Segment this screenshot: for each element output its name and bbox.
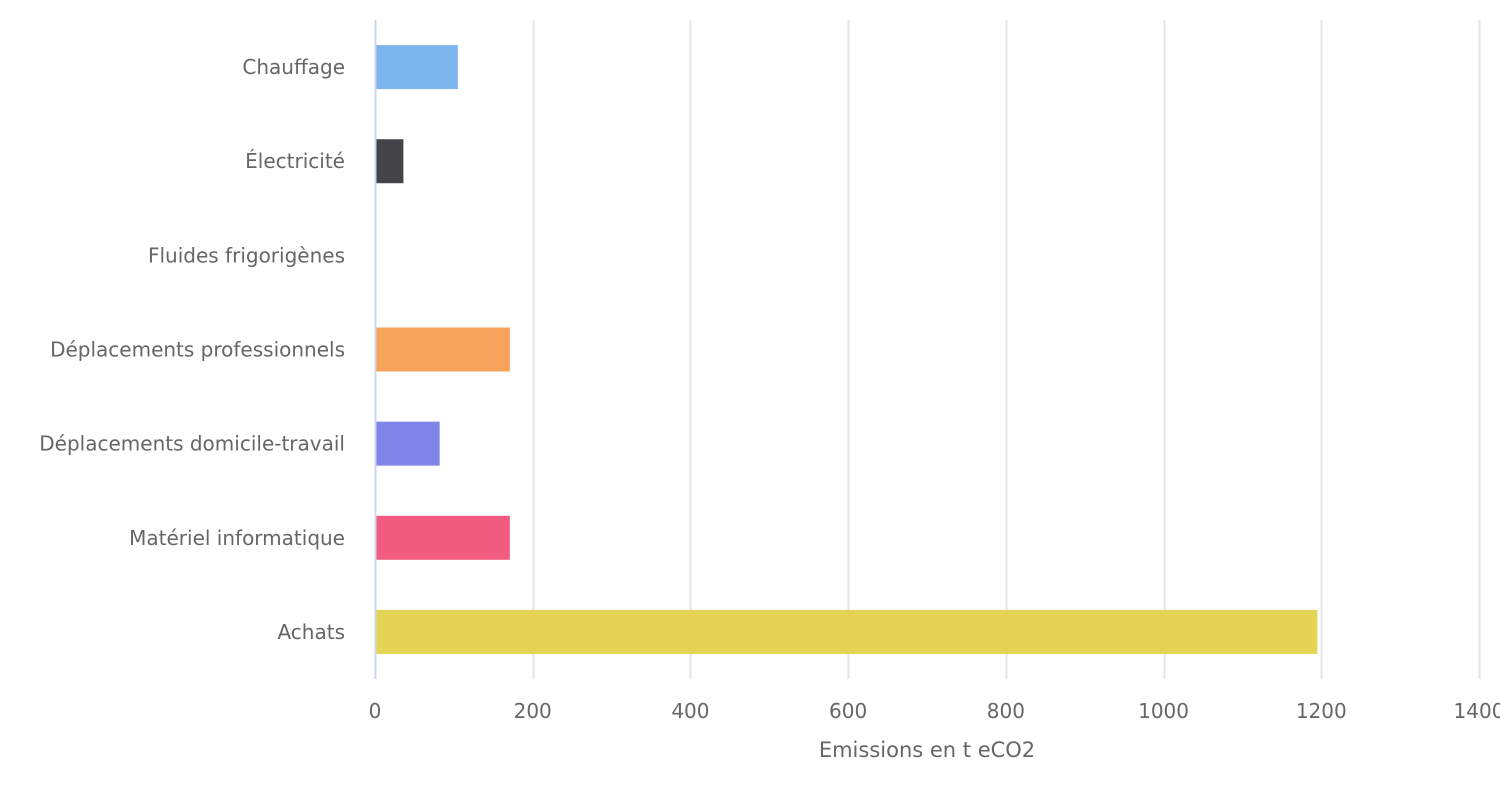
tick-labels: 0 200 400 600 800 1000 1200 1400: [369, 699, 1500, 723]
x-tick-label: 1400: [1454, 699, 1500, 723]
category-label: Déplacements professionnels: [50, 338, 345, 362]
x-tick-label: 1200: [1296, 699, 1347, 723]
category-label: Déplacements domicile-travail: [39, 432, 345, 456]
category-label: Chauffage: [242, 55, 345, 79]
gridlines: [532, 20, 1481, 679]
category-label: Achats: [277, 620, 345, 644]
category-label: Matériel informatique: [129, 526, 345, 550]
bar-0: [376, 45, 458, 90]
bar-6: [376, 609, 1318, 654]
x-axis-title: Emissions en t eCO2: [819, 738, 1035, 762]
category-labels: Chauffage Électricité Fluides frigorigènes…: [39, 55, 345, 644]
x-tick-label: 800: [987, 699, 1025, 723]
category-label: Électricité: [245, 149, 345, 173]
bar-4: [376, 421, 440, 466]
x-tick-label: 1000: [1138, 699, 1189, 723]
bar-1: [376, 139, 404, 184]
bar-5: [376, 515, 510, 560]
category-label: Fluides frigorigènes: [148, 243, 345, 267]
x-tick-label: 600: [829, 699, 867, 723]
bars: [376, 45, 1318, 654]
x-tick-label: 400: [671, 699, 709, 723]
bar-3: [376, 327, 510, 372]
x-tick-label: 200: [514, 699, 552, 723]
x-tick-label: 0: [369, 699, 382, 723]
